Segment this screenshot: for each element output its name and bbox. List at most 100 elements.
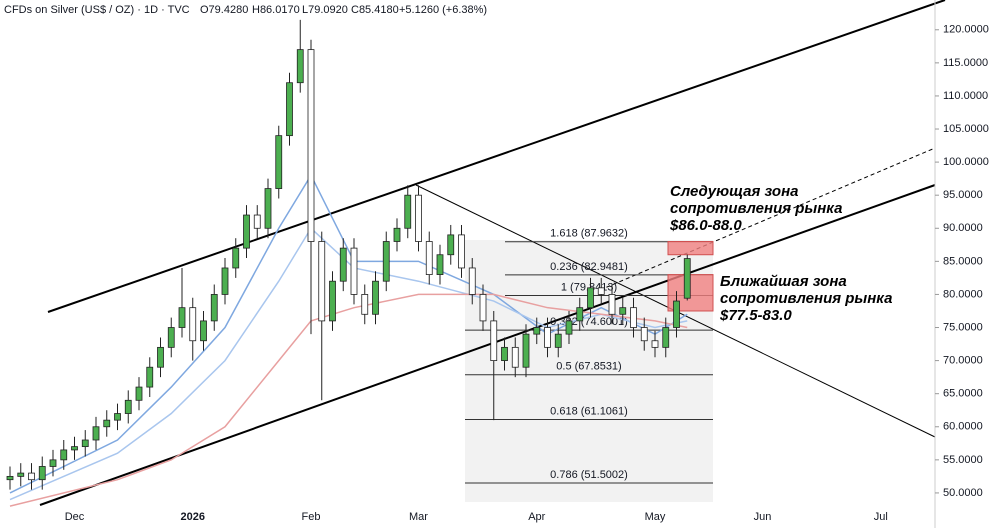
annotation: сопротивления рынка: [720, 290, 892, 307]
candle-body: [404, 194, 412, 229]
candle-body: [114, 413, 121, 421]
candle-body: [189, 307, 197, 342]
y-tick-label: 55.0000: [943, 454, 983, 466]
ohlc-low: L79.0920: [302, 4, 348, 16]
candle-body: [608, 294, 616, 315]
candle-body: [533, 327, 541, 335]
candle-body: [221, 267, 229, 295]
candle-body: [286, 82, 293, 137]
projection: [599, 147, 936, 291]
y-tick-label: 50.0000: [943, 487, 983, 499]
candle-body: [436, 254, 444, 275]
candle-body: [683, 258, 691, 299]
candle-body: [587, 287, 594, 309]
y-tick-label: 80.0000: [943, 288, 983, 300]
candle-body: [425, 241, 433, 275]
candle-body: [372, 280, 379, 315]
candle-body: [275, 135, 283, 189]
candle-body: [28, 472, 35, 481]
candle-body: [124, 399, 132, 414]
candle-body: [415, 194, 422, 242]
candle-body: [662, 327, 670, 348]
x-tick-label: Apr: [528, 511, 545, 523]
y-tick-label: 105.0000: [943, 123, 989, 135]
candle-body: [501, 346, 508, 362]
y-tick-label: 90.0000: [943, 222, 983, 234]
y-tick-label: 120.0000: [943, 24, 989, 36]
candle-body: [60, 449, 68, 461]
y-tick-label: 75.0000: [943, 321, 983, 333]
ohlc-change: +5.1260 (+6.38%): [399, 4, 487, 16]
candle-body: [92, 426, 100, 441]
resistance-zone: [667, 241, 714, 256]
candle-body: [167, 327, 175, 348]
candle-body: [339, 247, 347, 282]
annotation: $86.0-88.0: [669, 217, 742, 234]
y-tick-label: 60.0000: [943, 421, 983, 433]
y-tick-label: 115.0000: [943, 57, 988, 69]
x-tick-label: Jun: [754, 511, 772, 523]
candle-body: [490, 320, 498, 362]
annotation: Ближайшая зона: [720, 273, 847, 290]
candle-body: [329, 280, 336, 322]
candle-body: [135, 386, 143, 401]
candle-body: [673, 300, 680, 328]
candle-body: [544, 327, 551, 348]
candle-body: [49, 459, 57, 467]
candle-body: [103, 419, 111, 428]
candle-body: [210, 294, 218, 322]
candle-body: [479, 294, 487, 322]
annotation: Следующая зона: [670, 183, 798, 200]
ohlc-open: O79.4280: [200, 4, 248, 16]
candle-body: [565, 320, 573, 335]
candle-body: [382, 241, 390, 282]
candle-body: [597, 287, 605, 295]
candle-body: [253, 214, 261, 229]
y-tick-label: 100.0000: [943, 156, 989, 168]
y-tick-label: 70.0000: [943, 355, 983, 367]
fib-label: 0.786 (51.5002): [550, 469, 628, 481]
ohlc-high: H86.0170: [252, 4, 300, 16]
candle-body: [576, 307, 584, 322]
moving-average: [9, 293, 688, 507]
candle-body: [264, 188, 272, 229]
x-tick-label: Mar: [409, 511, 428, 523]
candle-body: [468, 267, 476, 295]
fib-label: 0.618 (61.1061): [550, 405, 628, 417]
x-tick-label: May: [645, 511, 666, 523]
x-tick-label: 2026: [181, 511, 205, 523]
candle-body: [71, 446, 78, 451]
candle-body: [38, 466, 46, 481]
y-tick-label: 65.0000: [943, 388, 983, 400]
annotation: сопротивления рынка: [670, 200, 842, 217]
candle-body: [619, 307, 627, 315]
candle-body: [200, 320, 207, 342]
candle-body: [511, 346, 519, 368]
candle-body: [393, 227, 401, 242]
candle-body: [178, 307, 186, 328]
candle-body: [318, 241, 326, 322]
fib-label: 0.5 (67.8531): [556, 361, 621, 373]
candle-body: [307, 49, 315, 242]
candle-body: [447, 234, 455, 256]
y-tick-label: 95.0000: [943, 189, 983, 201]
candle-body: [146, 366, 154, 388]
annotation: $77.5-83.0: [719, 307, 792, 324]
candle-body: [81, 439, 89, 448]
candle-body: [458, 234, 465, 269]
candle-body: [361, 294, 369, 315]
x-tick-label: Jul: [874, 511, 888, 523]
candle-body: [243, 214, 250, 249]
y-tick-label: 110.0000: [943, 90, 988, 102]
candle-body: [630, 307, 637, 328]
candle-body: [232, 247, 240, 269]
candle-body: [296, 49, 304, 84]
candle-body: [157, 346, 164, 368]
symbol: CFDs on Silver (US$ / OZ) · 1D · TVC: [4, 4, 190, 16]
candle-body: [6, 475, 14, 481]
candle-body: [640, 327, 648, 342]
candle-body: [651, 340, 659, 348]
candle-body: [17, 472, 25, 477]
x-tick-label: Feb: [302, 511, 321, 523]
